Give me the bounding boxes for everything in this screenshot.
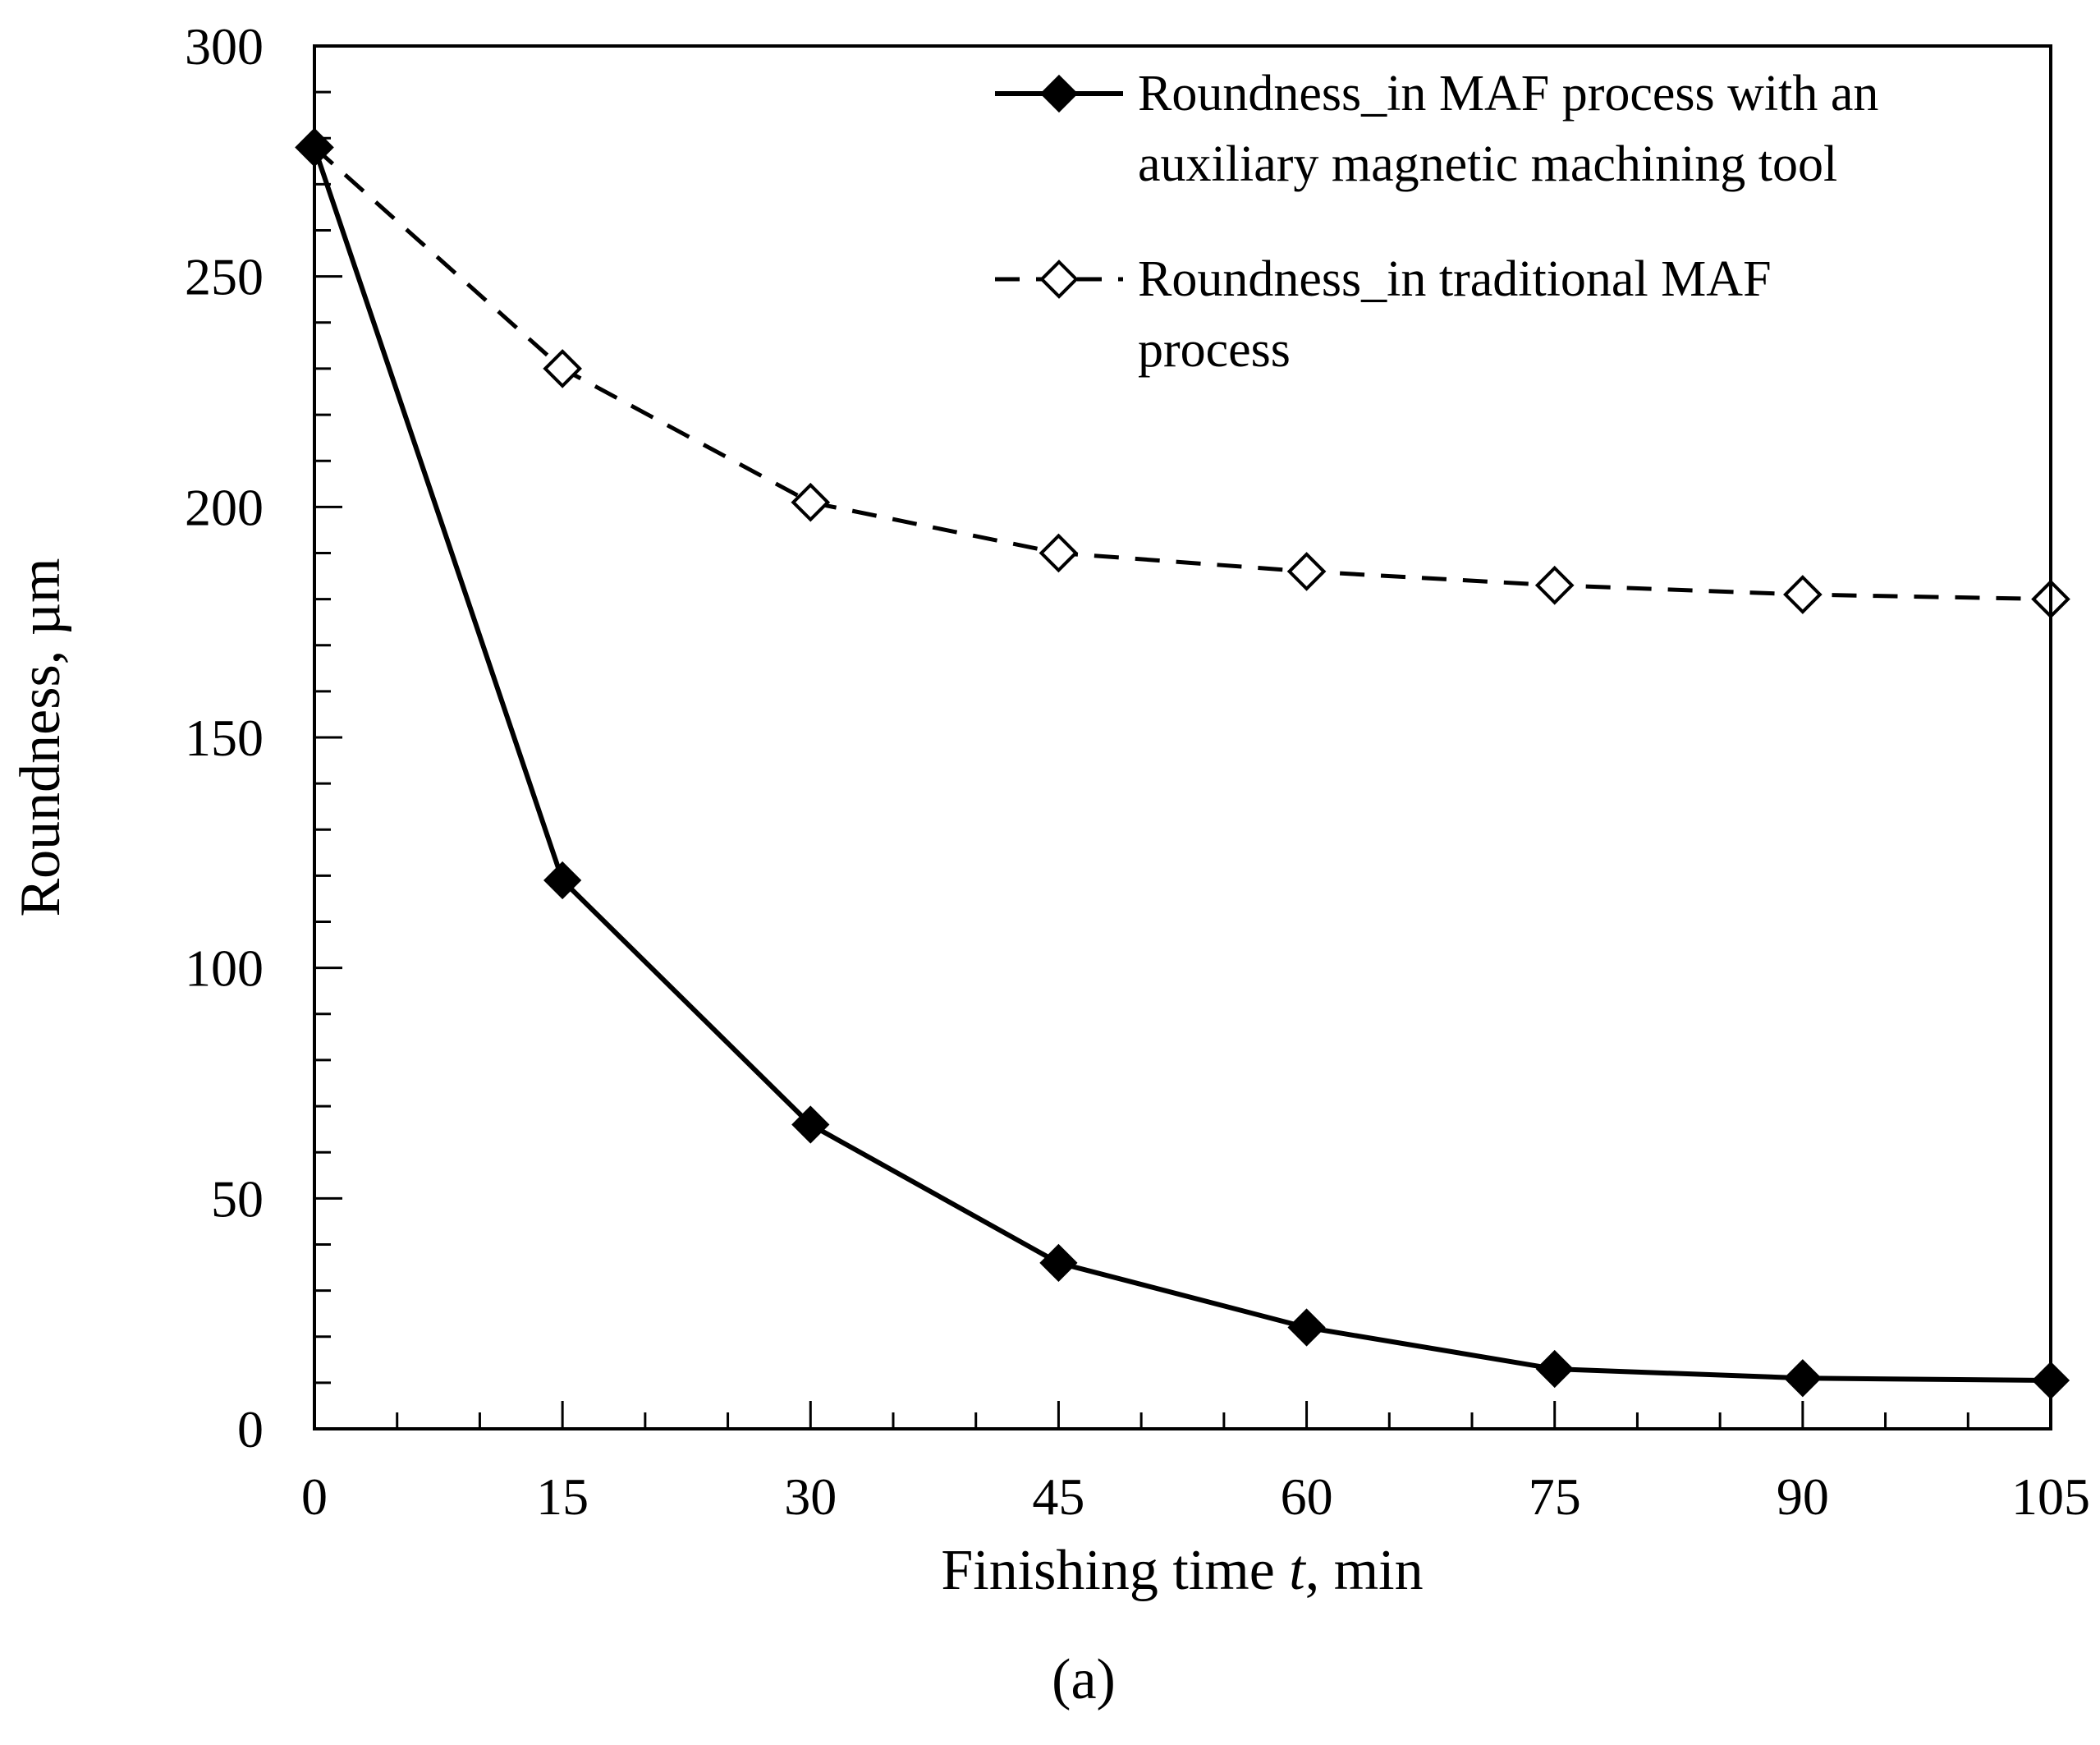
legend-label: Roundness_in traditional MAF (1138, 251, 1772, 307)
legend-label: Roundness_in MAF process with an (1138, 66, 1878, 122)
y-tick-label: 300 (185, 17, 264, 76)
legend-label: process (1138, 322, 1291, 378)
series-traditional-point (1286, 552, 1327, 591)
x-tick-label: 105 (2011, 1467, 2090, 1526)
y-axis-title: Roundness, µm (9, 558, 72, 916)
figure-caption: (a) (1052, 1648, 1116, 1711)
x-tick-label: 0 (301, 1467, 328, 1526)
x-tick-label: 15 (536, 1467, 589, 1526)
x-tick-label: 45 (1032, 1467, 1084, 1526)
y-tick-label: 250 (185, 248, 264, 306)
legend-marker-auxiliary-tool (1039, 74, 1079, 113)
x-tick-label: 60 (1281, 1467, 1333, 1526)
y-tick-labels: 0 50 100 150 200 250 300 (185, 17, 264, 1458)
legend-label: auxiliary magnetic machining tool (1138, 136, 1837, 192)
plot-frame (313, 44, 2052, 1430)
y-tick-label: 100 (185, 939, 264, 998)
y-tick-label: 150 (185, 709, 264, 767)
series-auxiliary-tool-line (312, 146, 2052, 1384)
series-traditional-point (791, 482, 831, 522)
series-auxiliary-tool-point (791, 1105, 830, 1144)
y-tick-label: 0 (237, 1400, 264, 1458)
y-tick-label: 200 (185, 478, 264, 536)
x-tick-labels: 0 15 30 45 60 75 90 105 (301, 1467, 2090, 1526)
series-layer (295, 127, 2070, 1400)
x-tick-label: 75 (1529, 1467, 1581, 1526)
series-traditional-point (1039, 533, 1079, 573)
series-auxiliary-tool-point (1535, 1349, 1574, 1389)
x-axis-title: Finishing time t, min (941, 1539, 1423, 1602)
legend-marker-traditional (1039, 259, 1079, 299)
series-traditional-point (1783, 575, 1823, 614)
y-tick-label: 50 (211, 1169, 264, 1228)
legend: Roundness_in MAF process with an auxiliar… (995, 66, 1878, 378)
x-tick-label: 30 (784, 1467, 837, 1526)
series-traditional-point (543, 349, 582, 388)
tick-marks (314, 90, 2052, 1429)
series-traditional-point (1534, 565, 1575, 605)
series-auxiliary-tool-point (1287, 1308, 1326, 1347)
x-tick-label: 90 (1777, 1467, 1829, 1526)
series-traditional-line (313, 145, 2052, 602)
series-auxiliary-tool-point (1783, 1359, 1822, 1398)
series-auxiliary-tool-point (543, 861, 582, 900)
series-auxiliary-tool-point (1039, 1243, 1078, 1283)
